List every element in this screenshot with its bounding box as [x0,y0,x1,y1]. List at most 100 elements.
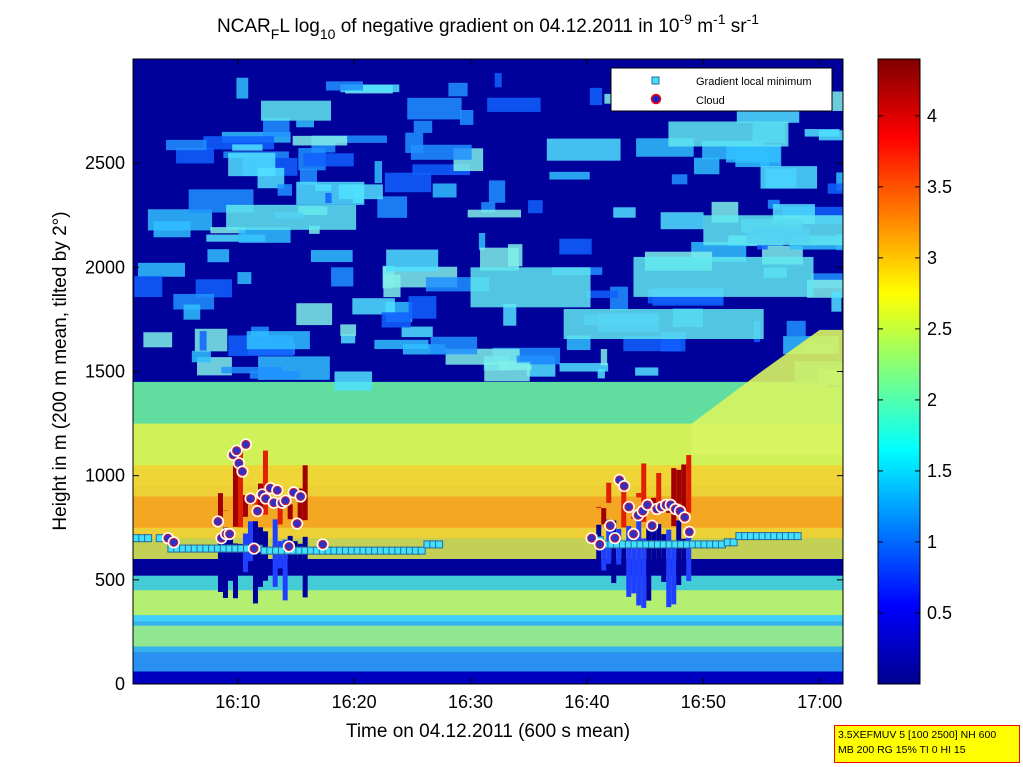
heatmap-streak [334,371,373,391]
heatmap-streak [566,335,591,351]
heatmap-streak [299,168,317,185]
heatmap-streak [238,227,291,243]
heatmap-band [133,625,843,647]
cloud-point [211,515,225,528]
cloud-point [230,444,243,457]
heatmap-streak [478,232,486,251]
colorbar-gradient [877,58,921,685]
cloud-point [593,538,606,551]
heatmap-streak [263,117,290,137]
heatmap-streak [480,247,519,271]
heatmap-cloud-shadow [611,520,617,584]
heatmap-field [133,59,843,684]
heatmap-streak [660,212,704,230]
heatmap-streak [137,262,185,277]
cloud-point [646,519,659,532]
heatmap-streak [488,180,506,203]
heatmap-streak [413,120,433,133]
cloud-point-ring [680,512,690,522]
heatmap-cloud-top [237,452,243,528]
heatmap-cloud-shadow [247,521,253,562]
heatmap-streak [623,336,681,352]
heatmap-cloud-shadow [666,529,672,608]
x-tick-label: 16:30 [448,692,493,712]
heatmap-streak [340,84,400,93]
heatmap-band [133,652,843,672]
heatmap-streak [249,371,300,379]
chart-title: NCARFL log10 of negative gradient on 04.… [217,11,759,42]
cloud-point-ring [272,485,282,495]
y-tick-label: 2500 [85,153,125,173]
heatmap-streak [199,331,207,351]
colorbar-tick-label: 4 [927,106,937,126]
heatmap-streak [459,109,474,125]
cloud-point [678,511,691,524]
x-axis: 16:10 16:20 16:30 16:40 16:50 17:00 [215,59,842,712]
heatmap-cloud-top [232,446,238,527]
legend-box [610,67,833,112]
heatmap-streak [831,291,842,312]
heatmap-streak [546,138,621,161]
heatmap-streak [381,312,411,328]
heatmap-streak [448,82,468,97]
heatmap-cloud-top [601,508,607,525]
info-line-2: MB 200 RG 15% TI 0 HI 15 [838,744,966,756]
heatmap-streak [195,279,232,298]
heatmap-streak [559,238,592,255]
heatmap-patch [703,215,843,246]
gradient-minimum-point [435,540,444,549]
cloud-point-ring [284,542,294,551]
cloud-point-ring [246,494,256,504]
colorbar-ticks: 0.5 1 1.5 2 2.5 3 3.5 4 [878,106,952,623]
heatmap-streak [338,184,383,200]
heatmap-streak [827,183,843,194]
heatmap-streak [191,350,211,363]
heatmap-cloud-shadow [277,541,283,569]
cloud-point [604,519,617,532]
heatmap-cloud-shadow [227,531,233,581]
cloud-point [279,494,292,507]
heatmap-streak [549,171,590,180]
heatmap-cloud-top [217,493,223,522]
cloud-point [622,500,635,514]
x-axis-label: Time on 04.12.2011 (600 s mean) [346,721,630,742]
cloud-point-ring [237,467,247,476]
heatmap-patch [668,121,789,147]
heatmap-streak [597,369,605,379]
gradient-minimum-point [417,546,426,555]
heatmap-streak [166,139,207,151]
cloud-point [294,490,307,503]
info-line-1: 3.5XEFMUV 5 [100 2500] NH 600 [838,729,997,741]
y-tick-label: 1500 [85,362,125,382]
cloud-point-ring [249,544,259,554]
heatmap-cloud-top [641,463,647,522]
heatmap-streak [559,363,609,372]
colorbar-tick-label: 2.5 [927,319,952,339]
heatmap-streak [613,207,636,218]
heatmap-cloud-shadow [601,541,607,571]
cloud-point-ring [296,492,306,501]
heatmap-streak [292,135,348,146]
heatmap-streak [430,336,478,355]
heatmap-cloud-shadow [302,536,308,598]
heatmap-streak [303,153,354,167]
heatmap-cloud-shadow [631,535,637,594]
x-tick-label: 16:50 [681,692,726,712]
heatmap-streak [257,167,285,189]
heatmap-streak [402,344,446,355]
heatmap-cloud-shadow [621,544,627,568]
heatmap-streak [384,172,432,193]
heatmap-streak [671,174,688,185]
heatmap-cloud-top [666,510,672,513]
heatmap-streak [818,130,843,141]
heatmap-cloud-shadow [257,527,263,587]
cloud-point [244,492,257,505]
x-tick-label: 16:10 [215,692,260,712]
heatmap-cloud-top [676,469,682,504]
cloud-point-ring [628,529,638,539]
heatmap-layer [691,329,843,455]
heatmap-cloud-top [242,495,248,517]
cloud-point [585,532,598,545]
heatmap-streak [236,77,249,99]
heatmap-streak [467,209,522,218]
